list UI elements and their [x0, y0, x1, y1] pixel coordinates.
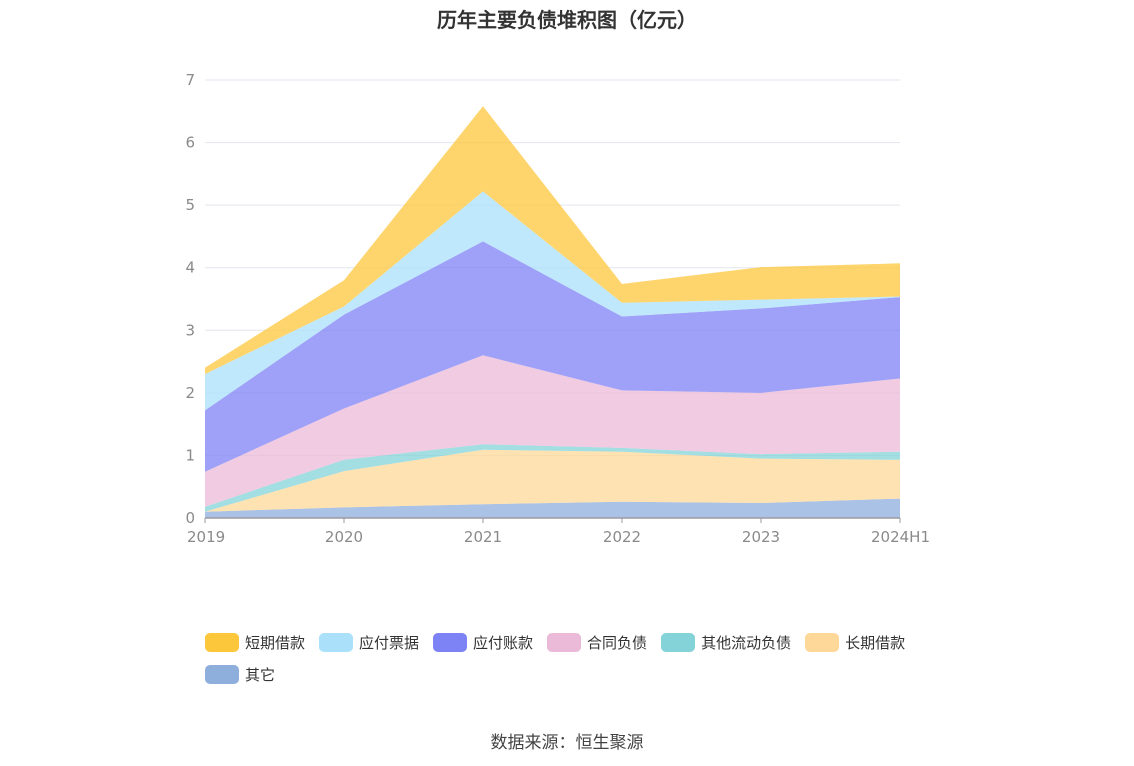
- legend-swatch: [319, 632, 354, 652]
- legend-item[interactable]: 应付票据: [319, 632, 419, 652]
- legend-item[interactable]: 其它: [205, 664, 275, 684]
- area-其他流动负债: [205, 444, 900, 512]
- legend-label: 其它: [245, 665, 276, 684]
- x-tick-label: 2024H1: [871, 528, 930, 546]
- x-tick-label: 2021: [464, 528, 502, 546]
- legend-item[interactable]: 应付账款: [433, 632, 533, 652]
- x-tick-label: 2022: [603, 528, 641, 546]
- legend-item[interactable]: 合同负债: [547, 632, 647, 652]
- legend-label: 长期借款: [845, 633, 906, 652]
- area-应付账款: [205, 241, 900, 472]
- legend-label: 应付账款: [473, 633, 534, 652]
- y-tick-label: 2: [185, 384, 195, 402]
- legend-swatch: [805, 632, 840, 652]
- area-合同负债: [205, 355, 900, 507]
- x-tick-label: 2023: [742, 528, 780, 546]
- area-应付票据: [205, 191, 900, 411]
- chart-title: 历年主要负债堆积图（亿元）: [437, 8, 697, 32]
- legend-item[interactable]: 短期借款: [205, 632, 305, 652]
- legend-item[interactable]: 其他流动负债: [661, 632, 791, 652]
- y-tick-label: 4: [185, 259, 195, 277]
- x-tick-label: 2019: [187, 528, 225, 546]
- y-tick-label: 3: [185, 321, 195, 339]
- y-tick-label: 7: [185, 71, 195, 89]
- area-长期借款: [205, 449, 900, 512]
- legend-swatch: [433, 632, 468, 652]
- y-tick-label: 6: [185, 134, 195, 152]
- legend-label: 其他流动负债: [701, 633, 792, 652]
- area-series: [205, 106, 900, 518]
- legend: 短期借款 应付票据 应付账款 合同负债 其他流动负债 长期借款其它: [205, 632, 945, 684]
- y-tick-label: 5: [185, 196, 195, 214]
- legend-swatch: [661, 632, 696, 652]
- legend-label: 短期借款: [245, 633, 306, 652]
- source-note: 数据来源：恒生聚源: [490, 733, 644, 753]
- y-tick-label: 0: [185, 509, 195, 527]
- legend-swatch: [205, 632, 239, 652]
- legend-swatch: [205, 664, 239, 684]
- axes: 0 1 2 3 4 5 6 7 2019 2020 2021 2022 2023 2024H1: [185, 71, 930, 546]
- y-tick-label: 1: [185, 446, 195, 464]
- legend-label: 应付票据: [359, 633, 420, 652]
- area-短期借款: [205, 106, 900, 375]
- x-tick-label: 2020: [325, 528, 363, 546]
- legend-item[interactable]: 长期借款: [805, 632, 905, 652]
- area-其它: [205, 498, 900, 518]
- legend-label: 合同负债: [587, 633, 648, 652]
- legend-swatch: [547, 632, 582, 652]
